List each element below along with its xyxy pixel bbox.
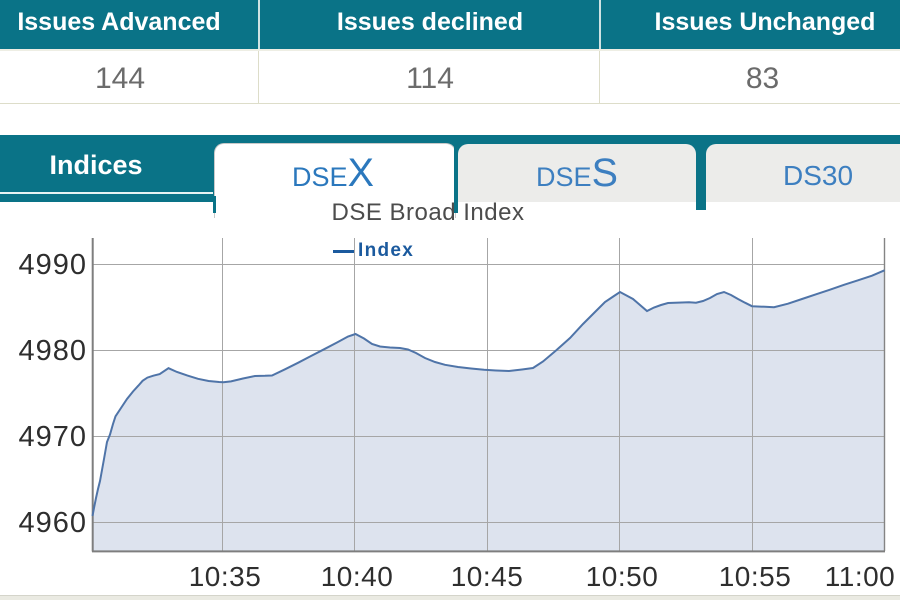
svg-text:10:45: 10:45 bbox=[451, 561, 524, 592]
svg-text:10:40: 10:40 bbox=[321, 561, 394, 592]
svg-text:11:00: 11:00 bbox=[825, 561, 896, 592]
svg-text:4980: 4980 bbox=[18, 335, 87, 367]
svg-text:10:50: 10:50 bbox=[586, 561, 659, 592]
svg-text:4970: 4970 bbox=[18, 421, 87, 453]
svg-text:10:55: 10:55 bbox=[719, 561, 792, 592]
svg-text:4960: 4960 bbox=[18, 507, 87, 539]
svg-text:10:35: 10:35 bbox=[189, 561, 262, 592]
svg-text:4990: 4990 bbox=[18, 249, 87, 281]
